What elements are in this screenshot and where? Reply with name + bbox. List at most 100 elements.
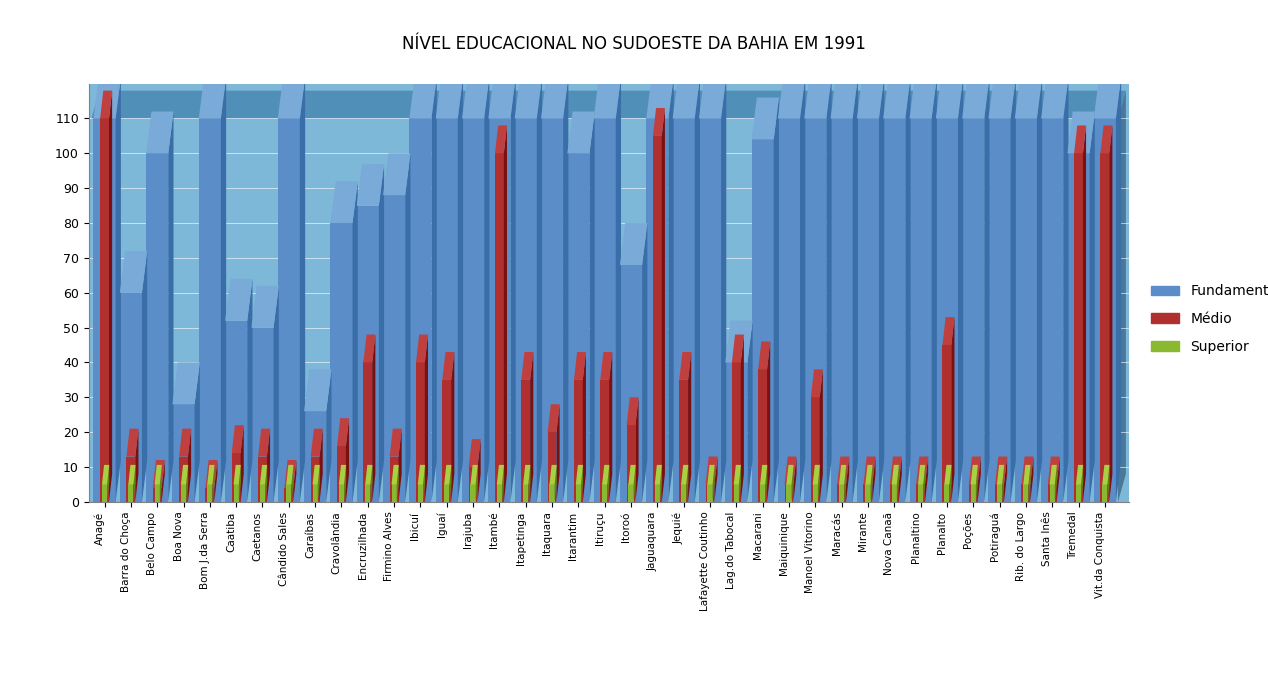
Polygon shape bbox=[989, 77, 1016, 118]
Polygon shape bbox=[647, 77, 673, 118]
Polygon shape bbox=[804, 118, 827, 502]
Polygon shape bbox=[549, 465, 557, 484]
Polygon shape bbox=[488, 118, 511, 502]
Polygon shape bbox=[410, 77, 436, 118]
Polygon shape bbox=[100, 91, 112, 118]
Polygon shape bbox=[607, 465, 610, 502]
Polygon shape bbox=[786, 484, 791, 502]
Polygon shape bbox=[530, 352, 534, 502]
Polygon shape bbox=[199, 77, 226, 118]
Polygon shape bbox=[785, 484, 794, 502]
Polygon shape bbox=[989, 118, 1011, 502]
Polygon shape bbox=[1074, 153, 1083, 502]
Polygon shape bbox=[443, 380, 451, 502]
Polygon shape bbox=[725, 362, 747, 502]
Polygon shape bbox=[424, 465, 425, 502]
Polygon shape bbox=[478, 439, 481, 502]
Polygon shape bbox=[752, 98, 779, 139]
Polygon shape bbox=[705, 457, 718, 484]
Polygon shape bbox=[909, 118, 932, 502]
Polygon shape bbox=[398, 429, 402, 502]
Polygon shape bbox=[304, 369, 331, 411]
Polygon shape bbox=[1047, 457, 1060, 484]
Polygon shape bbox=[785, 457, 796, 484]
Polygon shape bbox=[278, 118, 299, 502]
Polygon shape bbox=[699, 118, 721, 502]
Polygon shape bbox=[115, 77, 120, 502]
Polygon shape bbox=[521, 352, 534, 380]
Polygon shape bbox=[94, 77, 120, 118]
Polygon shape bbox=[777, 77, 805, 118]
Polygon shape bbox=[837, 457, 850, 484]
Polygon shape bbox=[581, 465, 583, 502]
Polygon shape bbox=[634, 465, 635, 502]
Polygon shape bbox=[590, 112, 595, 502]
Polygon shape bbox=[642, 223, 648, 502]
Polygon shape bbox=[179, 429, 191, 457]
Polygon shape bbox=[957, 77, 964, 502]
Polygon shape bbox=[470, 465, 478, 484]
Polygon shape bbox=[548, 432, 557, 502]
Polygon shape bbox=[172, 404, 194, 502]
Polygon shape bbox=[734, 465, 741, 484]
Polygon shape bbox=[311, 429, 323, 457]
Polygon shape bbox=[515, 77, 541, 118]
Polygon shape bbox=[689, 352, 691, 502]
Polygon shape bbox=[672, 77, 700, 118]
Polygon shape bbox=[152, 460, 165, 488]
Polygon shape bbox=[497, 465, 505, 484]
Polygon shape bbox=[344, 465, 346, 502]
Polygon shape bbox=[890, 457, 902, 484]
Polygon shape bbox=[287, 484, 292, 502]
Polygon shape bbox=[425, 335, 429, 502]
Polygon shape bbox=[214, 460, 217, 502]
Polygon shape bbox=[752, 139, 773, 502]
Polygon shape bbox=[186, 465, 188, 502]
Polygon shape bbox=[484, 77, 489, 502]
Polygon shape bbox=[800, 77, 805, 502]
Polygon shape bbox=[936, 118, 957, 502]
Polygon shape bbox=[194, 362, 200, 502]
Polygon shape bbox=[488, 77, 516, 118]
Polygon shape bbox=[1107, 465, 1110, 502]
Polygon shape bbox=[100, 118, 109, 502]
Polygon shape bbox=[1022, 457, 1033, 484]
Polygon shape bbox=[1055, 465, 1056, 502]
Polygon shape bbox=[181, 484, 186, 502]
Polygon shape bbox=[101, 484, 107, 502]
Polygon shape bbox=[602, 465, 610, 484]
Polygon shape bbox=[133, 465, 136, 502]
Polygon shape bbox=[714, 457, 718, 502]
Polygon shape bbox=[734, 484, 739, 502]
Polygon shape bbox=[312, 465, 320, 484]
Polygon shape bbox=[818, 465, 820, 502]
Polygon shape bbox=[932, 77, 937, 502]
Polygon shape bbox=[659, 465, 662, 502]
Polygon shape bbox=[767, 342, 770, 502]
Polygon shape bbox=[213, 465, 214, 502]
Polygon shape bbox=[813, 484, 818, 502]
Polygon shape bbox=[970, 484, 976, 502]
Polygon shape bbox=[1102, 465, 1110, 484]
Polygon shape bbox=[1082, 465, 1083, 502]
Polygon shape bbox=[91, 91, 1126, 118]
Polygon shape bbox=[146, 112, 174, 153]
Polygon shape bbox=[626, 425, 635, 502]
Polygon shape bbox=[1101, 153, 1110, 502]
Polygon shape bbox=[169, 112, 174, 502]
Polygon shape bbox=[416, 362, 425, 502]
Polygon shape bbox=[502, 465, 505, 502]
Polygon shape bbox=[548, 404, 559, 432]
Polygon shape bbox=[107, 465, 109, 502]
Polygon shape bbox=[1022, 484, 1031, 502]
Polygon shape bbox=[365, 465, 373, 484]
Polygon shape bbox=[278, 77, 306, 118]
Polygon shape bbox=[462, 77, 489, 118]
Polygon shape bbox=[259, 429, 270, 457]
Polygon shape bbox=[337, 418, 349, 446]
Polygon shape bbox=[232, 425, 243, 453]
Polygon shape bbox=[251, 286, 279, 328]
Polygon shape bbox=[976, 465, 978, 502]
Polygon shape bbox=[515, 118, 536, 502]
Polygon shape bbox=[576, 465, 583, 484]
